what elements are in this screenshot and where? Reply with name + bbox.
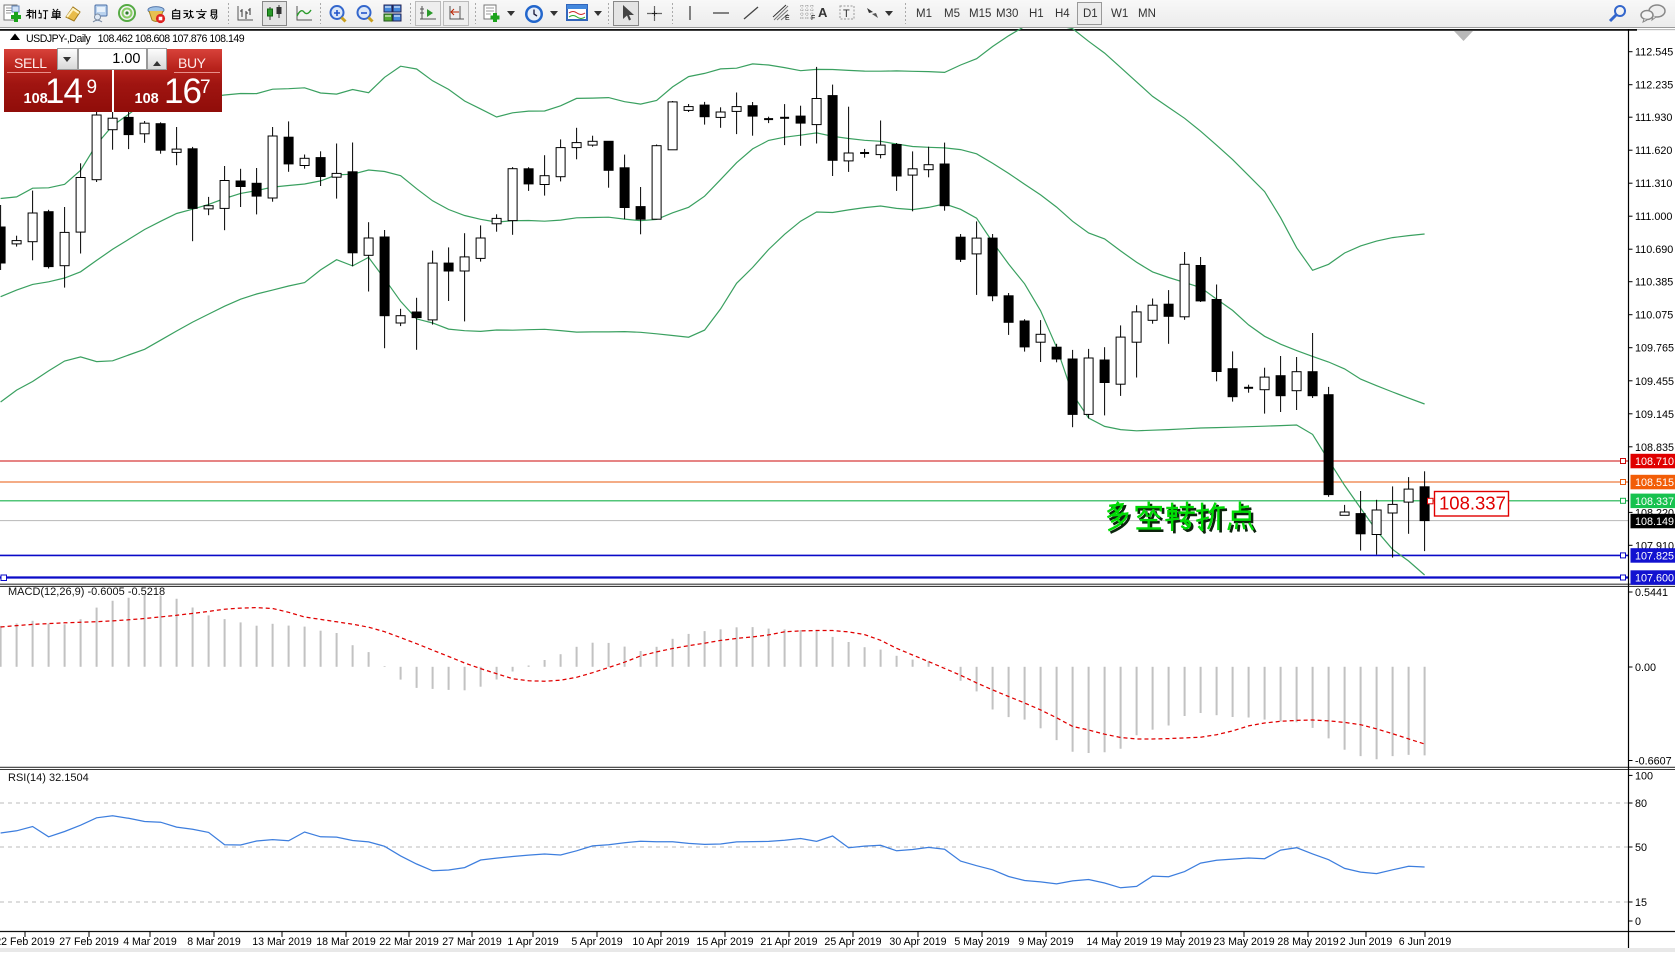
svg-text:30 Apr 2019: 30 Apr 2019 <box>889 936 946 948</box>
svg-text:MACD(12,26,9) -0.6005 -0.5218: MACD(12,26,9) -0.6005 -0.5218 <box>8 586 165 598</box>
svg-text:0.5441: 0.5441 <box>1635 587 1668 599</box>
svg-text:15 Apr 2019: 15 Apr 2019 <box>696 936 753 948</box>
svg-text:0: 0 <box>1635 916 1641 928</box>
svg-text:100: 100 <box>1635 770 1653 782</box>
svg-text:E: E <box>785 15 790 22</box>
svg-text:9 May 2019: 9 May 2019 <box>1018 936 1073 948</box>
svg-text:110.385: 110.385 <box>1635 277 1673 289</box>
svg-text:0.00: 0.00 <box>1635 662 1656 674</box>
svg-text:109.455: 109.455 <box>1635 376 1674 388</box>
svg-text:18 Mar 2019: 18 Mar 2019 <box>316 936 376 948</box>
svg-text:22 Feb 2019: 22 Feb 2019 <box>0 936 55 948</box>
svg-text:13 Mar 2019: 13 Mar 2019 <box>252 936 312 948</box>
svg-text:28 May 2019: 28 May 2019 <box>1277 936 1338 948</box>
svg-text:22 Mar 2019: 22 Mar 2019 <box>379 936 439 948</box>
svg-text:23 May 2019: 23 May 2019 <box>1213 936 1274 948</box>
svg-text:110.690: 110.690 <box>1635 244 1673 256</box>
svg-text:5 Apr 2019: 5 Apr 2019 <box>571 936 622 948</box>
svg-text:-0.6607: -0.6607 <box>1635 756 1672 768</box>
svg-text:107.825: 107.825 <box>1635 551 1674 563</box>
svg-text:107.600: 107.600 <box>1635 573 1674 585</box>
svg-text:2 Jun 2019: 2 Jun 2019 <box>1340 936 1393 948</box>
svg-text:108.149: 108.149 <box>1635 516 1674 528</box>
svg-text:108.835: 108.835 <box>1635 442 1674 454</box>
svg-text:112.235: 112.235 <box>1635 80 1673 92</box>
svg-text:111.310: 111.310 <box>1635 178 1672 190</box>
svg-text:109.145: 109.145 <box>1635 409 1674 421</box>
svg-text:4 Mar 2019: 4 Mar 2019 <box>123 936 177 948</box>
svg-text:111.620: 111.620 <box>1635 145 1672 157</box>
svg-text:5 May 2019: 5 May 2019 <box>954 936 1009 948</box>
svg-text:T: T <box>843 8 850 20</box>
svg-text:19 May 2019: 19 May 2019 <box>1150 936 1211 948</box>
svg-text:10 Apr 2019: 10 Apr 2019 <box>632 936 689 948</box>
svg-text:108.515: 108.515 <box>1635 477 1674 489</box>
svg-text:112.545: 112.545 <box>1635 47 1673 59</box>
svg-text:25 Apr 2019: 25 Apr 2019 <box>824 936 881 948</box>
svg-text:1 Apr 2019: 1 Apr 2019 <box>507 936 558 948</box>
svg-text:111.930: 111.930 <box>1635 112 1672 124</box>
svg-text:8 Mar 2019: 8 Mar 2019 <box>187 936 241 948</box>
svg-text:15: 15 <box>1635 897 1647 909</box>
svg-text:50: 50 <box>1635 842 1647 854</box>
svg-text:USDJPY-,Daily 108.462 108.60: USDJPY-,Daily 108.462 108.608 107.876 10… <box>26 33 245 45</box>
svg-text:27 Feb 2019: 27 Feb 2019 <box>59 936 119 948</box>
svg-text:21 Apr 2019: 21 Apr 2019 <box>760 936 817 948</box>
svg-text:110.075: 110.075 <box>1635 310 1673 322</box>
svg-text:27 Mar 2019: 27 Mar 2019 <box>442 936 502 948</box>
svg-text:F: F <box>811 15 815 22</box>
svg-text:108.337: 108.337 <box>1635 496 1674 508</box>
svg-text:80: 80 <box>1635 798 1647 810</box>
svg-text:111.000: 111.000 <box>1635 211 1672 223</box>
svg-text:RSI(14) 32.1504: RSI(14) 32.1504 <box>8 772 89 784</box>
svg-text:109.765: 109.765 <box>1635 343 1674 355</box>
svg-text:6 Jun 2019: 6 Jun 2019 <box>1399 936 1452 948</box>
svg-text:108.337: 108.337 <box>1439 493 1506 514</box>
svg-text:14 May 2019: 14 May 2019 <box>1086 936 1147 948</box>
svg-text:108.710: 108.710 <box>1635 456 1674 468</box>
